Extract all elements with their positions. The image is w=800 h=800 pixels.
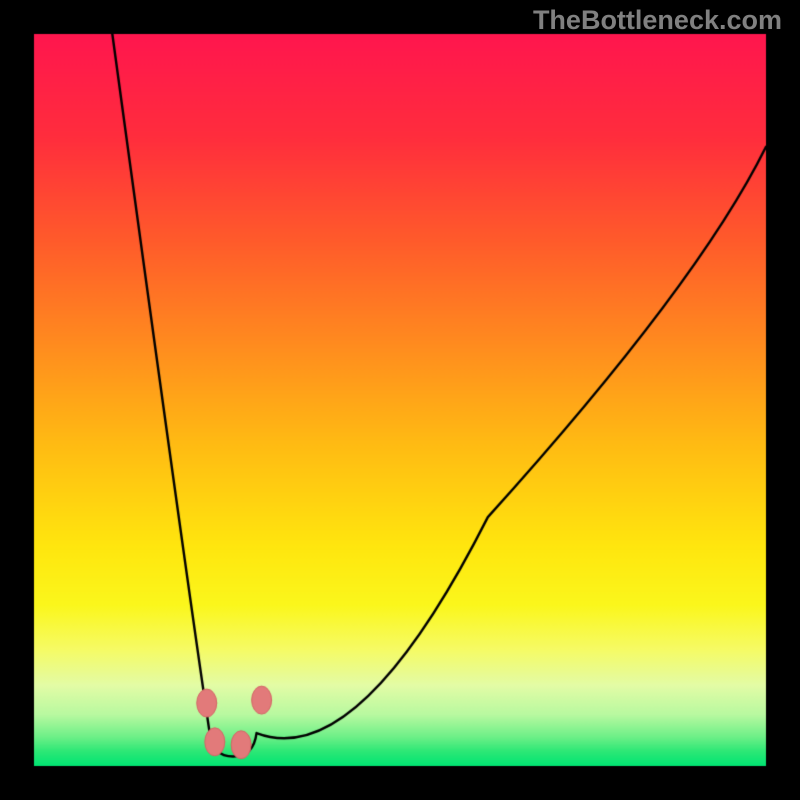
watermark-text: TheBottleneck.com — [533, 5, 782, 36]
bottleneck-curve-chart — [0, 0, 800, 800]
chart-container: TheBottleneck.com — [0, 0, 800, 800]
